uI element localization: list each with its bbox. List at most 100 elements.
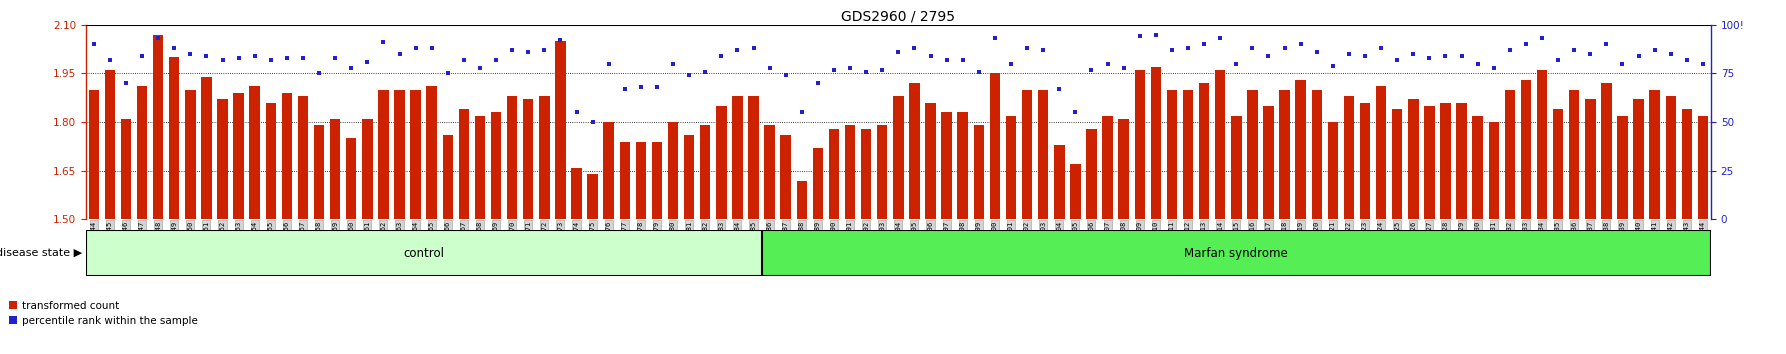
Point (948, 57, 977, 63)
Bar (250, 86, 261, 219)
Bar (491, 113, 502, 219)
Point (370, 40, 398, 45)
Bar (1279, 90, 1289, 219)
Point (981, 35, 1009, 41)
Point (1415, 55, 1443, 61)
Bar (829, 129, 839, 219)
Bar (732, 96, 743, 219)
Point (113, 80, 141, 86)
Bar (1198, 83, 1209, 219)
Point (595, 61, 623, 67)
Point (1511, 41, 1540, 47)
Bar (89, 90, 98, 219)
Point (257, 57, 286, 63)
Bar (1488, 122, 1498, 219)
Point (418, 45, 446, 51)
Bar (1440, 103, 1450, 219)
Bar (748, 96, 759, 219)
Point (289, 55, 318, 61)
Bar (1698, 116, 1707, 219)
Point (884, 49, 913, 55)
Point (1029, 47, 1057, 53)
Bar (861, 129, 872, 219)
Bar (1166, 90, 1177, 219)
Point (386, 51, 414, 57)
Bar (1118, 119, 1129, 219)
Bar (764, 125, 775, 219)
Point (1334, 51, 1363, 57)
Point (1286, 41, 1314, 47)
Bar (877, 125, 888, 219)
Bar (668, 122, 679, 219)
Point (273, 55, 302, 61)
Point (1431, 53, 1459, 59)
Bar (973, 125, 984, 219)
Bar (395, 90, 405, 219)
Point (80, 41, 109, 47)
Point (466, 65, 495, 70)
Point (675, 73, 704, 78)
Point (1318, 63, 1347, 68)
Bar (298, 96, 309, 219)
Point (997, 61, 1025, 67)
Bar (443, 135, 454, 219)
Bar (154, 35, 163, 219)
Bar (620, 142, 630, 219)
Bar (1666, 96, 1675, 219)
Point (1672, 57, 1700, 63)
Bar (138, 86, 146, 219)
Point (514, 49, 543, 55)
Point (900, 45, 929, 51)
Point (241, 53, 270, 59)
Point (1398, 51, 1427, 57)
Point (1045, 86, 1073, 92)
Point (1109, 65, 1138, 70)
Point (1623, 53, 1652, 59)
Point (1270, 45, 1298, 51)
Point (305, 70, 334, 76)
Bar (1295, 80, 1306, 219)
Point (450, 57, 479, 63)
Bar (1214, 70, 1225, 219)
Bar (588, 174, 598, 219)
Point (498, 47, 527, 53)
Bar (989, 74, 1000, 219)
Point (932, 57, 961, 63)
Point (1688, 61, 1716, 67)
Bar (1375, 86, 1386, 219)
Bar (1343, 96, 1354, 219)
Point (563, 110, 591, 115)
Point (868, 67, 897, 72)
Bar (1682, 109, 1691, 219)
Bar (1182, 90, 1193, 219)
Point (1607, 61, 1636, 67)
Bar (1086, 129, 1097, 219)
Bar (684, 135, 695, 219)
Point (1302, 49, 1331, 55)
Point (1656, 51, 1684, 57)
Legend: transformed count, percentile rank within the sample: transformed count, percentile rank withi… (9, 301, 198, 326)
Bar (1054, 145, 1064, 219)
Point (1527, 35, 1556, 41)
Point (1366, 45, 1395, 51)
Bar (797, 181, 807, 219)
Point (354, 59, 382, 64)
Bar (314, 125, 325, 219)
Point (788, 110, 816, 115)
Bar (1038, 90, 1048, 219)
Point (1350, 53, 1379, 59)
Point (916, 53, 945, 59)
Point (964, 69, 993, 74)
Point (1206, 35, 1234, 41)
Point (145, 35, 173, 41)
Bar (1150, 67, 1161, 219)
Point (161, 45, 189, 51)
Bar (1536, 70, 1547, 219)
Bar (427, 86, 438, 219)
Point (530, 47, 559, 53)
Point (209, 57, 238, 63)
Point (1382, 57, 1411, 63)
Bar (1391, 109, 1402, 219)
Bar (266, 103, 277, 219)
Bar (1423, 106, 1434, 219)
